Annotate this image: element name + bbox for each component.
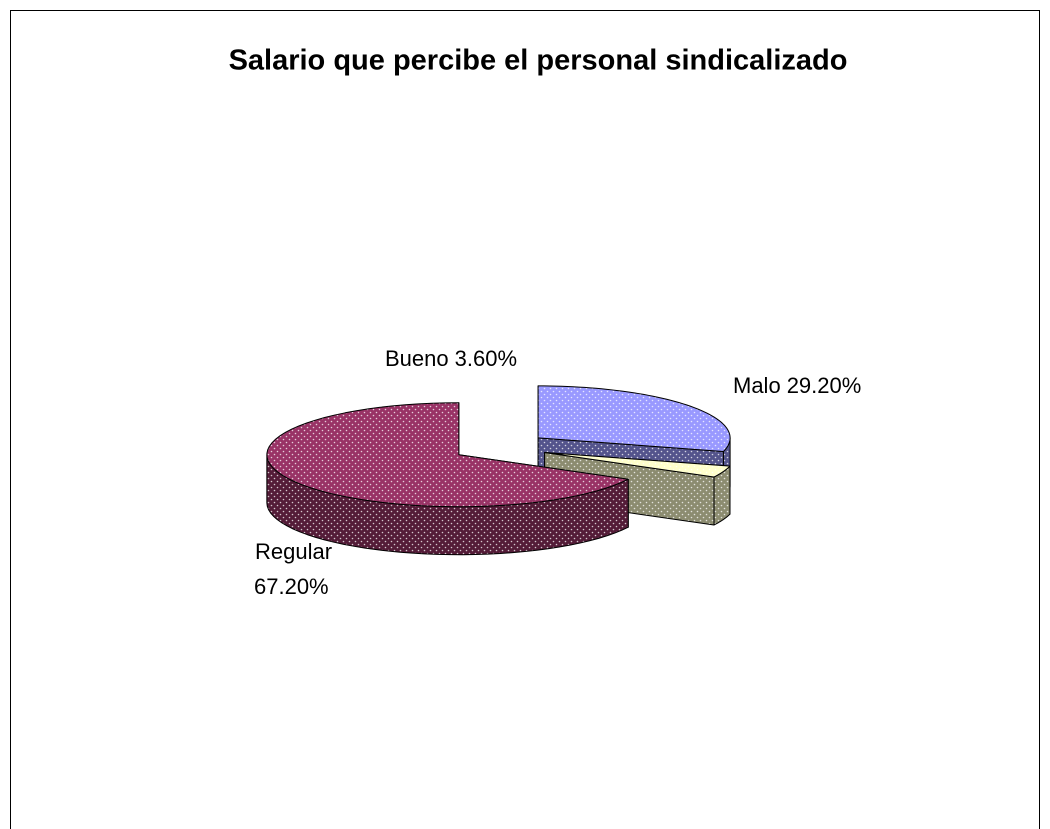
- data-label: Bueno 3.60%: [385, 346, 517, 371]
- slice-top: [266, 402, 629, 508]
- data-label-value: 3.60%: [455, 346, 517, 371]
- data-label: Malo 29.20%: [733, 373, 861, 398]
- chart-frame: [10, 10, 1040, 829]
- data-label-name: Malo: [733, 373, 781, 398]
- slice: [266, 402, 629, 556]
- chart-title: Salario que percibe el personal sindical…: [229, 45, 848, 77]
- data-label-value: 67.20%: [254, 574, 329, 599]
- slice-top: [537, 385, 731, 452]
- data-label-name: Regular: [255, 539, 332, 564]
- data-label-value: 29.20%: [787, 373, 862, 398]
- slice-top: [544, 452, 731, 478]
- data-label-name: Bueno: [385, 346, 449, 371]
